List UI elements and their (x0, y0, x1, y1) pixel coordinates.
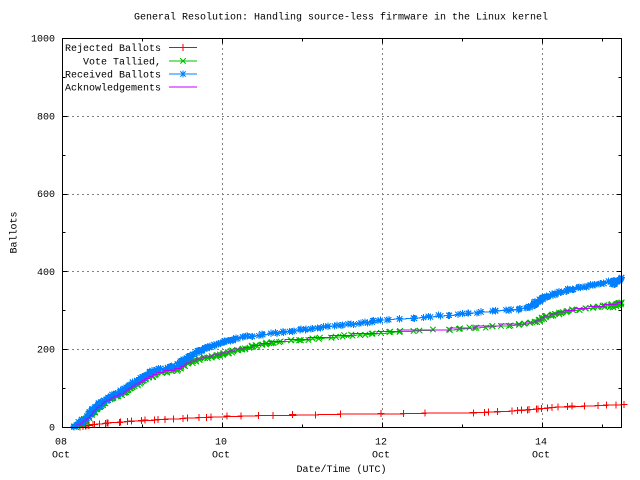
svg-text:Rejected Ballots: Rejected Ballots (65, 43, 161, 55)
svg-text:Vote Tallied,: Vote Tallied, (83, 56, 161, 68)
svg-text:0: 0 (49, 424, 55, 435)
svg-text:200: 200 (37, 346, 55, 357)
svg-text:Oct: Oct (52, 451, 70, 462)
svg-text:Acknowledgements: Acknowledgements (65, 83, 161, 95)
svg-text:1000: 1000 (31, 35, 55, 46)
svg-text:Received Ballots: Received Ballots (65, 70, 161, 82)
svg-text:Ballots: Ballots (9, 211, 21, 253)
svg-text:Oct: Oct (532, 451, 550, 462)
svg-text:Date/Time (UTC): Date/Time (UTC) (296, 464, 386, 476)
svg-text:400: 400 (37, 268, 55, 279)
svg-text:14: 14 (535, 438, 547, 449)
svg-text:800: 800 (37, 112, 55, 123)
svg-text:10: 10 (215, 438, 227, 449)
svg-text:Oct: Oct (372, 451, 390, 462)
svg-text:600: 600 (37, 190, 55, 201)
svg-text:Oct: Oct (212, 451, 230, 462)
svg-text:12: 12 (375, 438, 387, 449)
svg-text:General Resolution: Handling s: General Resolution: Handling source-less… (134, 12, 548, 24)
svg-text:08: 08 (55, 438, 67, 449)
